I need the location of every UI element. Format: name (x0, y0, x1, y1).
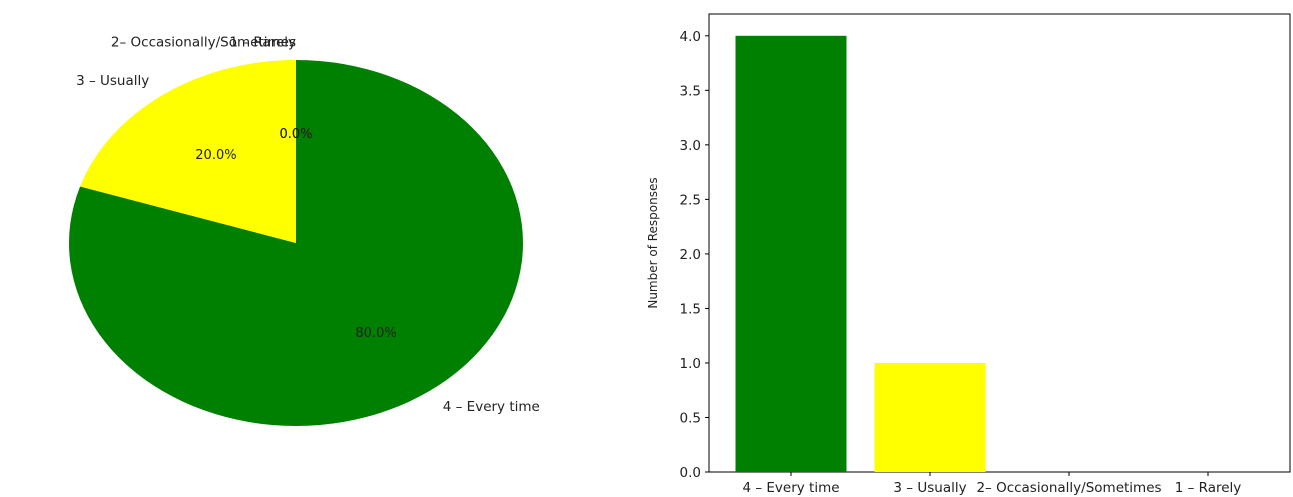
x-tick-label-3-usually: 3 – Usually (893, 480, 966, 496)
pie-category-label-3-usually: 3 – Usually (76, 73, 149, 89)
x-tick-label-4-every-time: 4 – Every time (742, 480, 839, 496)
pie-category-label-4-every-time: 4 – Every time (443, 399, 540, 415)
pie-value-label-2-occasionally-sometimes: 0.0% (279, 127, 312, 142)
pie-chart: 80.0% 4 – Every time 20.0% 3 – Usually 0.0% 2… (69, 35, 540, 426)
x-tick-label-1-rarely: 1 – Rarely (1175, 480, 1242, 496)
bar-chart: 4 – Every time 3 – Usually 2– Occasionally… (646, 13, 1291, 496)
pie-value-label-3-usually: 20.0% (195, 148, 236, 163)
y-tick-label: 3.0 (680, 138, 701, 154)
pie-category-label-1-rarely: 1 – Rarely (229, 35, 296, 51)
y-axis-label: Number of Responses (646, 177, 660, 308)
y-tick-label: 2.0 (680, 247, 701, 263)
y-tick-label: 1.0 (680, 356, 701, 372)
y-tick-label: 4.0 (680, 29, 701, 45)
x-tick-label-2-occasionally-sometimes: 2– Occasionally/Sometimes (976, 480, 1161, 496)
pie-category-label-2-occasionally-sometimes: 2– Occasionally/Sometimes (111, 35, 296, 51)
y-tick-label: 0.5 (680, 410, 701, 426)
bar-4-every-time (735, 35, 847, 473)
y-tick-label: 0.0 (680, 465, 701, 481)
pie-value-label-1-rarely: 0.0% (279, 127, 312, 142)
pie-value-label-4-every-time: 80.0% (355, 326, 396, 341)
pie-slice-3-usually (80, 60, 296, 243)
bar-axes-frame (708, 13, 1291, 473)
y-tick-label: 3.5 (680, 83, 701, 99)
y-tick-label: 1.5 (680, 301, 701, 317)
bar-3-usually (874, 362, 986, 472)
y-tick-label: 2.5 (680, 192, 701, 208)
